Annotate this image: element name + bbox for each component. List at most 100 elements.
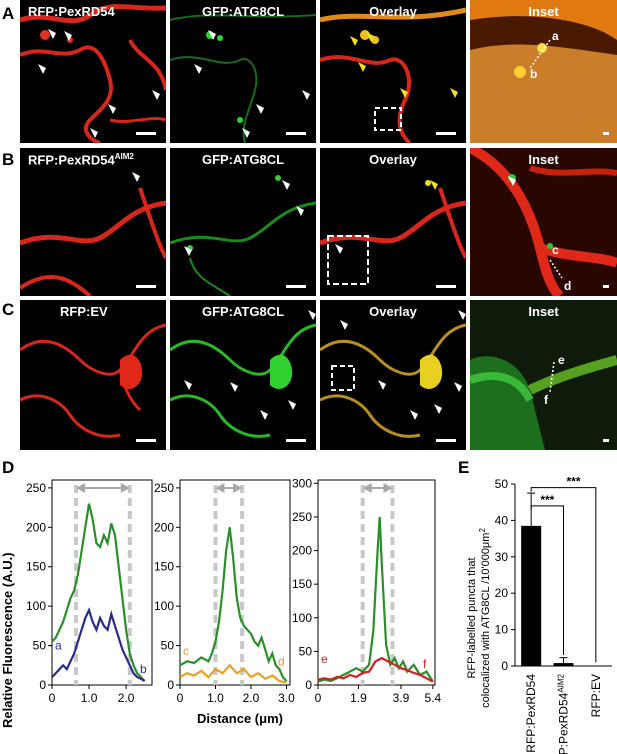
scale-bar — [136, 285, 156, 288]
category-label: RFP:EV — [589, 674, 603, 717]
tile-b-overlay: Overlay — [320, 148, 466, 296]
y-tick-label: 250 — [154, 481, 174, 495]
tile-a-overlay: Overlay — [320, 0, 466, 143]
y-tick-label: 250 — [292, 510, 312, 524]
tile-a-rfp: RFP:PexRD54 — [20, 0, 166, 143]
cell-outline-red — [20, 4, 166, 143]
inset-point-a: a — [552, 29, 559, 43]
x-tick-label: 3.0 — [278, 691, 295, 705]
scale-bar — [136, 132, 156, 135]
cell-outline-green — [170, 175, 316, 296]
tile-c-inset: Inset e f — [470, 300, 617, 450]
y-tick-label: 150 — [26, 560, 46, 574]
scale-bar — [436, 132, 456, 135]
arrowhead-icon — [120, 483, 130, 493]
inset-line-cd: c d — [549, 243, 571, 293]
inset-image — [470, 355, 617, 450]
tile-b-gfp: GFP:ATG8CL — [170, 148, 316, 296]
cell-outline-red — [20, 323, 166, 438]
y-tick-label: 0 — [305, 678, 312, 692]
tile-label: RFP:PexRD54AIM2 — [28, 152, 134, 168]
inset-line-ab: a b — [529, 29, 559, 81]
series-line — [51, 503, 146, 682]
y-tick-label: 0 — [167, 678, 174, 692]
series-line — [317, 656, 434, 683]
scale-bar — [603, 285, 609, 288]
panel-d-xlabel: Distance (μm) — [197, 711, 283, 726]
tile-c-overlay: Overlay — [320, 300, 466, 450]
panel-e-plot: 0 10 20 30 40 50 RFP:PexRD54 RFP:PexRD54AIM2 RFP… — [495, 475, 612, 754]
series-line — [317, 516, 434, 683]
cell-outline-overlay — [320, 323, 466, 438]
tile-b-inset: Inset c d — [470, 148, 617, 296]
panel-d-line-charts: 0 50 100 150 200 250 0 1.0 2.0 a b 0 50 100 150 200 250 0… — [26, 476, 442, 705]
series-line — [51, 607, 146, 683]
inset-point-e: e — [558, 353, 565, 367]
endpoint-label: b — [140, 662, 147, 676]
plot-frame — [179, 479, 291, 686]
tile-a-gfp: GFP:ATG8CL — [170, 0, 316, 143]
tile-c-gfp: GFP:ATG8CL — [170, 300, 316, 450]
endpoint-label: e — [321, 652, 328, 666]
x-tick-label: 0 — [177, 691, 184, 705]
tile-a-inset: Inset a b — [470, 0, 617, 143]
cell-outline-green — [170, 14, 316, 143]
x-tick-label: 1.9 — [350, 691, 367, 705]
bar — [521, 525, 542, 666]
significance-label: *** — [566, 475, 580, 489]
x-tick-label: 1.0 — [81, 691, 98, 705]
inset-point-f: f — [544, 393, 549, 407]
scale-bar — [286, 132, 306, 135]
y-tick-label: 300 — [292, 476, 312, 490]
arrowhead-icon — [383, 483, 393, 493]
arrowhead-icon — [233, 483, 243, 493]
tile-label: Inset — [528, 4, 559, 19]
inset-point-d: d — [564, 279, 571, 293]
significance-bracket — [530, 487, 597, 663]
panel-e-bar-chart: RFP-labelled puncta that colocalized wit… — [466, 475, 612, 754]
y-tick-label: 200 — [292, 544, 312, 558]
significance-label: *** — [540, 493, 554, 507]
tile-label: Inset — [528, 152, 559, 167]
y-tick-label: 250 — [26, 481, 46, 495]
y-tick-label: 200 — [154, 520, 174, 534]
y-tick-label: 50 — [161, 639, 175, 653]
y-tick-label: 20 — [495, 586, 509, 600]
panel-letter-c: C — [2, 300, 15, 319]
y-tick-label: 30 — [495, 550, 509, 564]
y-tick-label: 100 — [26, 599, 46, 613]
chart-ylabel-line2: colocalized with ATG8CL /10'000μm2 — [478, 528, 493, 708]
inset-line-ef: e f — [544, 353, 565, 407]
tile-label: Inset — [528, 304, 559, 319]
x-tick-label: 5.4 — [425, 691, 442, 705]
tile-label: Overlay — [369, 152, 417, 167]
y-tick-label: 150 — [154, 560, 174, 574]
cell-outline-red — [20, 187, 166, 296]
tile-label: Overlay — [369, 4, 417, 19]
y-tick-label: 50 — [495, 477, 509, 491]
cell-outline-overlay — [320, 180, 466, 285]
endpoint-label: f — [423, 657, 427, 671]
y-tick-label: 40 — [495, 513, 509, 527]
panel-d-ylabel: Relative Fluorescence (A.U.) — [0, 552, 15, 728]
y-tick-label: 100 — [154, 599, 174, 613]
tile-label: GFP:ATG8CL — [201, 4, 285, 19]
arrowhead-icon — [215, 483, 225, 493]
x-tick-label: 1.0 — [207, 691, 224, 705]
cell-outline-overlay — [320, 7, 466, 143]
x-tick-label: 2.0 — [243, 691, 260, 705]
scale-bar — [603, 132, 609, 135]
y-tick-label: 200 — [26, 520, 46, 534]
scale-bar — [286, 439, 306, 442]
x-tick-label: 2.0 — [118, 691, 135, 705]
x-tick-label: 3.9 — [393, 691, 410, 705]
inset-image — [470, 0, 617, 143]
category-label: RFP:PexRD54 — [524, 674, 538, 753]
inset-image — [470, 148, 617, 296]
y-tick-label: 10 — [495, 623, 509, 637]
series-line — [179, 527, 288, 682]
endpoint-label: d — [278, 654, 285, 668]
inset-point-b: b — [530, 67, 537, 81]
endpoint-label: c — [183, 644, 189, 658]
plot-frame — [317, 479, 436, 686]
